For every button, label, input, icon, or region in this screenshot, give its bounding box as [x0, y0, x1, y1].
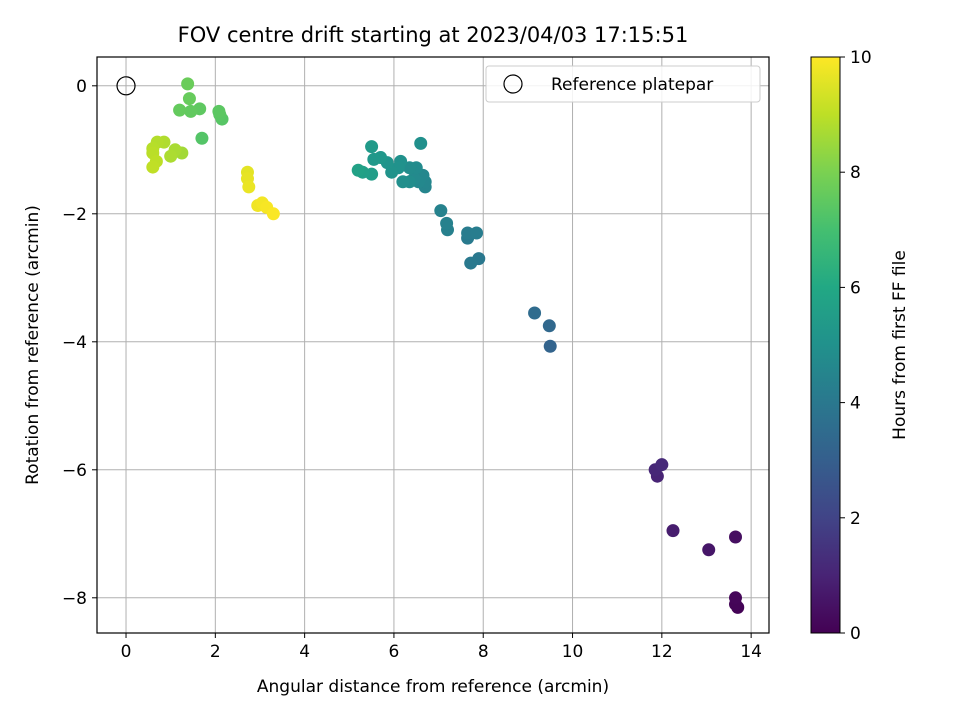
- y-tick-label: −6: [62, 461, 87, 481]
- x-axis-label: Angular distance from reference (arcmin): [257, 677, 609, 697]
- scatter-point: [655, 458, 669, 472]
- legend: Reference platepar: [485, 65, 761, 103]
- grid: [97, 57, 769, 633]
- y-axis-ticks: 0 −2 −4 −6 −8: [62, 77, 97, 609]
- colorbar-tick-label: 8: [850, 163, 861, 183]
- scatter-point: [195, 131, 209, 145]
- y-tick-label: −4: [62, 333, 87, 353]
- scatter-point: [351, 163, 365, 177]
- chart-title: FOV centre drift starting at 2023/04/03 …: [178, 23, 689, 47]
- scatter-point: [365, 140, 379, 154]
- scatter-point: [543, 339, 557, 353]
- x-tick-label: 2: [210, 642, 221, 662]
- y-tick-label: −2: [62, 205, 87, 225]
- scatter-point: [461, 226, 475, 240]
- scatter-point: [173, 103, 187, 117]
- x-tick-label: 6: [389, 642, 400, 662]
- scatter-point: [666, 524, 680, 538]
- legend-reference-marker: [503, 74, 523, 94]
- colorbar-tick-label: 10: [850, 48, 872, 68]
- reference-marker-group: [116, 76, 136, 96]
- colorbar: 0 2 4 6 8 10 Hours from first FF file: [810, 48, 910, 644]
- colorbar-tick-label: 0: [850, 624, 861, 644]
- scatter-point: [266, 207, 280, 221]
- scatter-point: [181, 77, 195, 91]
- legend-box: [485, 65, 761, 103]
- scatter-point: [440, 216, 454, 230]
- scatter-point: [434, 204, 448, 218]
- x-tick-label: 8: [478, 642, 489, 662]
- legend-entry-reference: Reference platepar: [551, 75, 713, 95]
- x-tick-label: 4: [299, 642, 310, 662]
- scatter-point: [729, 591, 743, 605]
- scatter-point: [542, 319, 556, 333]
- scatter-point: [146, 160, 160, 174]
- scatter-point: [528, 306, 542, 320]
- colorbar-tick-label: 2: [850, 509, 861, 529]
- scatter-point: [367, 152, 381, 166]
- x-axis-ticks: 0 2 4 6 8 10 12 14: [121, 633, 762, 662]
- scatter-point: [396, 175, 410, 189]
- x-tick-label: 10: [562, 642, 584, 662]
- scatter-point: [414, 136, 428, 150]
- data-points: [146, 77, 745, 614]
- scatter-point: [242, 180, 256, 194]
- y-tick-label: 0: [76, 77, 87, 97]
- y-axis-label: Rotation from reference (arcmin): [23, 205, 43, 485]
- plot-frame: [96, 56, 770, 634]
- colorbar-tick-label: 4: [850, 394, 861, 414]
- scatter-point: [729, 530, 743, 544]
- plot-background: [97, 57, 769, 633]
- colorbar-tick-label: 6: [850, 278, 861, 298]
- scatter-point: [182, 92, 196, 106]
- x-tick-label: 0: [121, 642, 132, 662]
- scatter-point: [702, 543, 716, 557]
- plot-area: 0 2 4 6 8 10 12 14 0 −2 −4 −6 −8: [62, 56, 770, 662]
- y-tick-label: −8: [62, 589, 87, 609]
- scatter-point: [212, 104, 226, 118]
- scatter-point: [470, 226, 484, 240]
- colorbar-ticks: 0 2 4 6 8 10: [840, 48, 872, 644]
- colorbar-label: Hours from first FF file: [890, 250, 910, 440]
- scatter-point: [164, 149, 178, 163]
- scatter-point: [184, 104, 198, 118]
- x-tick-label: 14: [740, 642, 762, 662]
- reference-platepar-marker: [116, 76, 136, 96]
- scatter-point: [464, 256, 478, 270]
- x-tick-label: 12: [651, 642, 673, 662]
- colorbar-gradient: [810, 56, 841, 634]
